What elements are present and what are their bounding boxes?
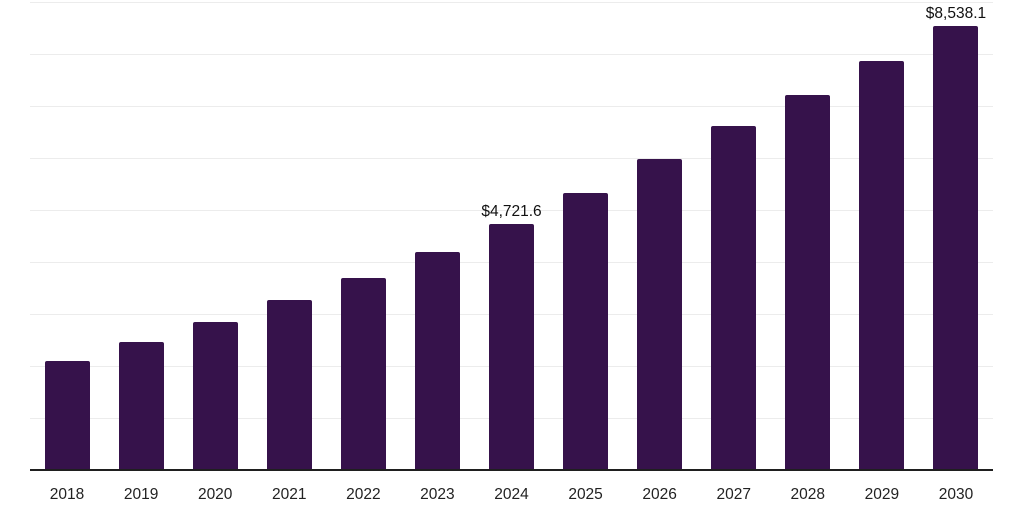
- gridline: [30, 157, 993, 159]
- gridline: [30, 1, 993, 3]
- bar-2025: [563, 192, 609, 470]
- x-tick-label-2024: 2024: [494, 486, 529, 503]
- x-tick-label-2023: 2023: [420, 486, 455, 503]
- x-tick-label-2022: 2022: [346, 486, 381, 503]
- x-tick-label-2028: 2028: [790, 486, 826, 503]
- x-tick-label-2030: 2030: [938, 486, 974, 503]
- bar-2030: [933, 25, 979, 470]
- gridline: [30, 105, 993, 107]
- gridline: [30, 209, 993, 211]
- bar-value-label-2030: $8,538.1: [925, 4, 987, 22]
- x-tick-label-2029: 2029: [864, 486, 900, 503]
- bar-2027: [711, 126, 757, 470]
- bar-2023: [414, 251, 460, 470]
- x-tick-label-2026: 2026: [642, 486, 677, 503]
- x-tick-label-2018: 2018: [49, 486, 85, 503]
- x-tick-label-2027: 2027: [716, 486, 751, 503]
- bar-2022: [340, 278, 386, 470]
- bar-2024: [489, 223, 534, 470]
- gridline: [30, 53, 993, 55]
- bar-2021: [266, 299, 312, 470]
- bar-2019: [118, 342, 164, 470]
- bar-2020: [192, 322, 238, 470]
- x-tick-label-2025: 2025: [568, 486, 603, 503]
- bar-value-label-2024: $4,721.6: [481, 202, 542, 220]
- x-tick-label-2020: 2020: [197, 486, 233, 503]
- bar-2018: [44, 361, 90, 470]
- bar-2026: [637, 159, 683, 470]
- x-tick-label-2019: 2019: [123, 486, 159, 503]
- bar-2029: [859, 60, 905, 470]
- x-axis-line: [30, 468, 993, 471]
- bar-2028: [785, 95, 831, 470]
- x-tick-label-2021: 2021: [272, 486, 307, 503]
